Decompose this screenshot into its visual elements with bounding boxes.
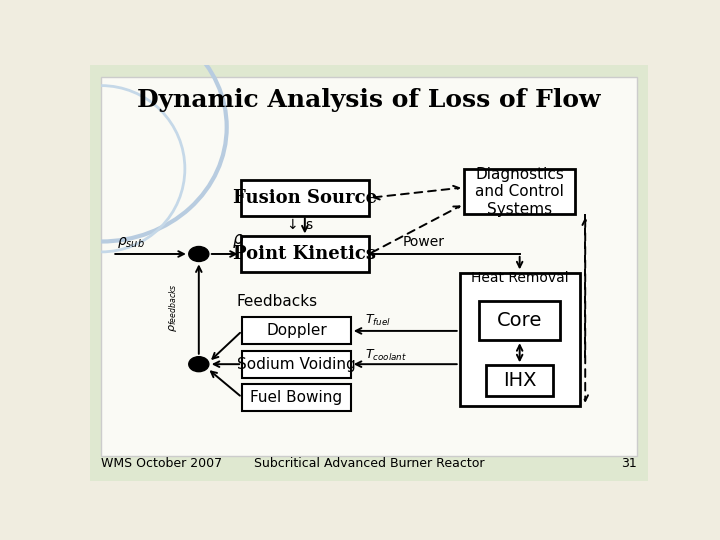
Text: $\rho_{sub}$: $\rho_{sub}$ [117, 235, 145, 250]
Text: Power: Power [402, 235, 444, 249]
Text: $T_{coolant}$: $T_{coolant}$ [365, 347, 408, 362]
Text: $\downarrow$ s: $\downarrow$ s [284, 218, 314, 232]
Text: WMS October 2007: WMS October 2007 [101, 457, 222, 470]
FancyBboxPatch shape [242, 384, 351, 411]
Text: Fuel Bowing: Fuel Bowing [251, 390, 343, 405]
Text: Fusion Source: Fusion Source [233, 189, 377, 207]
Text: Dynamic Analysis of Loss of Flow: Dynamic Analysis of Loss of Flow [138, 88, 600, 112]
Text: $\rho_{feedbacks}$: $\rho_{feedbacks}$ [166, 284, 179, 333]
Text: 31: 31 [621, 457, 637, 470]
FancyBboxPatch shape [464, 169, 575, 214]
Text: $\rho$: $\rho$ [232, 232, 244, 250]
FancyBboxPatch shape [480, 301, 560, 340]
FancyBboxPatch shape [101, 77, 637, 456]
Text: IHX: IHX [503, 372, 536, 390]
Text: Core: Core [497, 311, 542, 330]
FancyBboxPatch shape [240, 237, 369, 272]
Text: Sodium Voiding: Sodium Voiding [237, 357, 356, 372]
Circle shape [189, 357, 209, 372]
FancyBboxPatch shape [240, 180, 369, 215]
FancyBboxPatch shape [486, 365, 553, 396]
Text: Point Kinetics: Point Kinetics [233, 245, 377, 263]
Text: Doppler: Doppler [266, 323, 327, 339]
FancyBboxPatch shape [90, 65, 648, 481]
Text: Subcritical Advanced Burner Reactor: Subcritical Advanced Burner Reactor [253, 457, 485, 470]
FancyBboxPatch shape [242, 350, 351, 377]
FancyBboxPatch shape [242, 318, 351, 345]
Text: Feedbacks: Feedbacks [236, 294, 318, 309]
Text: Heat Removal: Heat Removal [471, 271, 569, 285]
Text: Diagnostics
and Control
Systems: Diagnostics and Control Systems [475, 167, 564, 217]
FancyBboxPatch shape [459, 273, 580, 406]
Text: $T_{fuel}$: $T_{fuel}$ [365, 313, 391, 328]
Circle shape [189, 246, 209, 261]
